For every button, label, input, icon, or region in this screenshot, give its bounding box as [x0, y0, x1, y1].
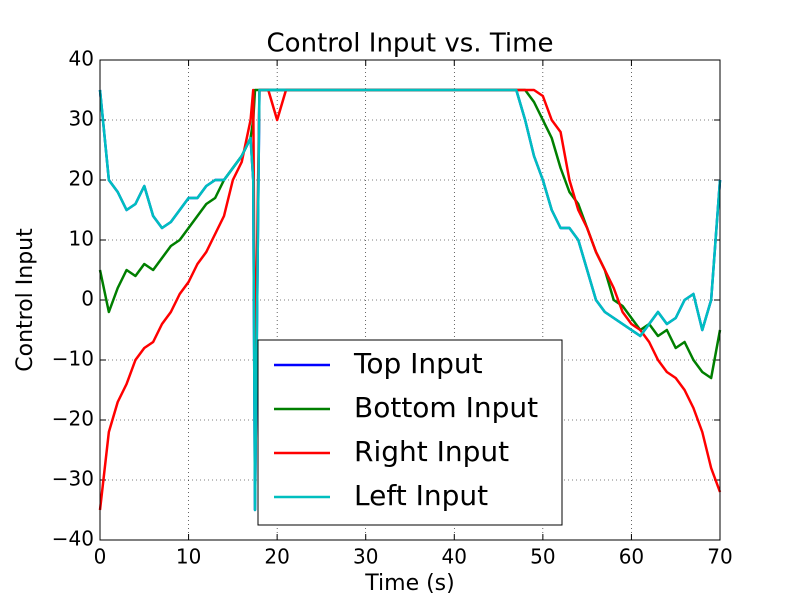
legend-label: Left Input [354, 479, 488, 512]
y-tick-label: −20 [52, 407, 94, 431]
x-tick-label: 10 [176, 545, 201, 569]
y-tick-label: 0 [81, 287, 94, 311]
plot-frame [99, 59, 721, 541]
y-tick-label: −40 [52, 527, 94, 551]
y-tick-label: 10 [69, 227, 94, 251]
legend-label: Bottom Input [354, 391, 538, 424]
y-axis-label: Control Input [13, 228, 38, 372]
x-tick-label: 20 [264, 545, 289, 569]
legend-label: Right Input [354, 435, 509, 468]
x-axis-label: Time (s) [364, 571, 454, 596]
x-tick-label: 0 [94, 545, 107, 569]
y-tick-label: −10 [52, 347, 94, 371]
chart-title: Control Input vs. Time [267, 29, 554, 59]
series-line [98, 88, 722, 512]
x-tick-label: 30 [353, 545, 378, 569]
legend-box [257, 339, 563, 526]
x-tick-label: 60 [619, 545, 644, 569]
x-tick-label: 50 [530, 545, 555, 569]
y-tick-label: 30 [69, 107, 94, 131]
legend-label: Top Input [353, 347, 483, 380]
x-tick-label: 70 [707, 545, 732, 569]
y-tick-label: 40 [69, 47, 94, 71]
y-tick-label: −30 [52, 467, 94, 491]
x-tick-label: 40 [442, 545, 467, 569]
y-tick-label: 20 [69, 167, 94, 191]
